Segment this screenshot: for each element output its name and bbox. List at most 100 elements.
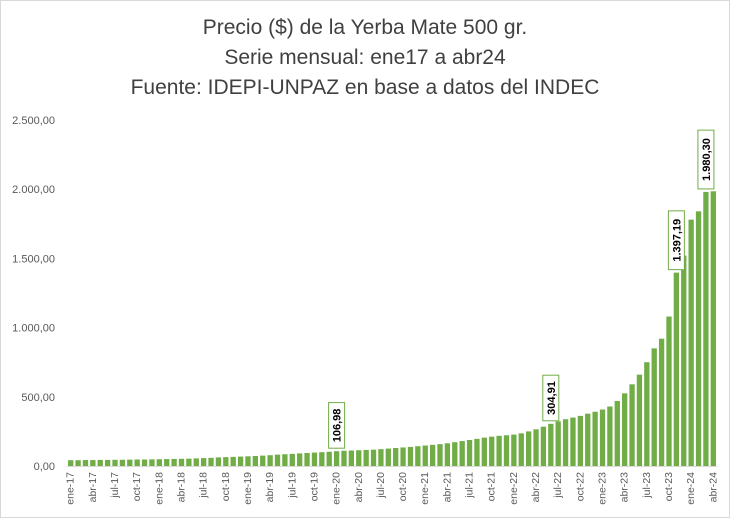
x-tick-label: oct-21	[486, 472, 498, 501]
bar	[400, 447, 406, 466]
x-tick-label: ene-17	[65, 472, 77, 505]
chart-title: Precio ($) de la Yerba Mate 500 gr. Seri…	[1, 13, 729, 103]
x-tick-label: abr-24	[707, 472, 719, 503]
bar	[252, 456, 259, 466]
bar	[710, 191, 716, 466]
x-tick-label: abr-20	[353, 472, 365, 503]
bar	[496, 435, 502, 466]
bar	[666, 316, 672, 466]
x-tick-label: jul-18	[198, 472, 210, 499]
y-tick-label: 1.000,00	[12, 323, 55, 335]
x-tick-label: abr-21	[441, 472, 453, 503]
bar	[356, 450, 362, 466]
bar	[629, 384, 635, 466]
bar	[297, 453, 303, 466]
bar	[695, 211, 702, 466]
bar	[333, 451, 340, 466]
bar	[466, 439, 473, 466]
x-tick-label: ene-24	[685, 472, 697, 505]
bar-series	[68, 191, 716, 466]
x-tick-label: jul-17	[109, 472, 121, 499]
bar	[363, 449, 369, 466]
data-label-text: 106,98	[332, 409, 344, 443]
data-labels: 106,98 304,91 1.397,19 1.980,30	[328, 129, 715, 449]
bar	[651, 348, 657, 466]
x-tick-label: jul-23	[641, 472, 653, 499]
bar	[230, 456, 236, 466]
bar	[267, 455, 273, 466]
bar	[215, 457, 222, 466]
bar	[282, 454, 288, 466]
bar	[200, 458, 207, 466]
x-tick-label: abr-17	[87, 472, 99, 503]
data-label: 1.980,30	[697, 129, 715, 190]
bar	[319, 452, 325, 466]
bar	[681, 255, 687, 466]
x-tick-label: jul-22	[552, 472, 564, 499]
bar	[326, 451, 332, 466]
bar	[393, 448, 399, 466]
data-label-box	[667, 210, 685, 271]
x-tick-label: abr-23	[619, 472, 631, 503]
bar	[585, 413, 591, 466]
bar	[636, 374, 643, 466]
bar	[673, 272, 680, 466]
bar	[260, 455, 266, 466]
bar	[474, 438, 480, 466]
bar	[385, 448, 391, 466]
x-tick-label: ene-19	[242, 472, 254, 505]
bar	[415, 446, 421, 466]
bar	[548, 423, 554, 466]
x-tick-label: jul-20	[375, 472, 387, 499]
bar	[555, 421, 561, 466]
bar	[237, 456, 244, 466]
bar	[688, 219, 694, 466]
data-label-text: 304,91	[546, 381, 558, 415]
bar	[429, 444, 436, 466]
bar	[533, 429, 539, 466]
bar	[599, 409, 606, 466]
bar	[577, 415, 584, 466]
bar	[378, 449, 384, 466]
bar	[518, 433, 524, 466]
bar	[437, 444, 443, 466]
y-tick-label: 500,00	[21, 392, 55, 404]
x-tick-label: oct-18	[220, 472, 232, 501]
bar	[341, 450, 347, 466]
bar	[644, 362, 650, 466]
bar	[127, 459, 133, 466]
x-tick-label: ene-22	[508, 472, 520, 505]
bar	[622, 393, 628, 466]
bar	[562, 419, 569, 466]
bar	[119, 459, 126, 466]
bar	[82, 460, 89, 466]
chart-title-line-1: Precio ($) de la Yerba Mate 500 gr.	[202, 16, 528, 39]
y-axis: 0,00 500,00 1.000,00 1.500,00 2.000,00 2.500,…	[12, 115, 55, 473]
bar	[607, 406, 613, 466]
data-label-box	[542, 374, 560, 422]
x-tick-label: abr-19	[264, 472, 276, 503]
bar	[164, 459, 170, 466]
bar	[614, 400, 620, 466]
bar	[407, 446, 414, 466]
bar	[141, 459, 148, 466]
bar	[311, 452, 318, 466]
bar	[97, 459, 103, 466]
bar	[481, 437, 487, 466]
x-tick-label: oct-22	[574, 472, 586, 501]
x-tick-label: jul-19	[286, 472, 298, 499]
x-tick-label: ene-23	[597, 472, 609, 505]
bar	[348, 450, 355, 466]
chart-title-line-3: Fuente: IDEPI-UNPAZ en base a datos del …	[130, 76, 600, 99]
bar	[104, 459, 111, 466]
bar	[68, 460, 74, 466]
bar	[149, 459, 155, 466]
bar	[370, 449, 377, 466]
x-tick-label: oct-17	[131, 472, 143, 501]
x-tick-label: ene-21	[419, 472, 431, 505]
data-label-text: 1.397,19	[671, 219, 683, 262]
bar	[444, 443, 451, 466]
bar	[274, 454, 281, 466]
x-tick-label: abr-18	[175, 472, 187, 503]
